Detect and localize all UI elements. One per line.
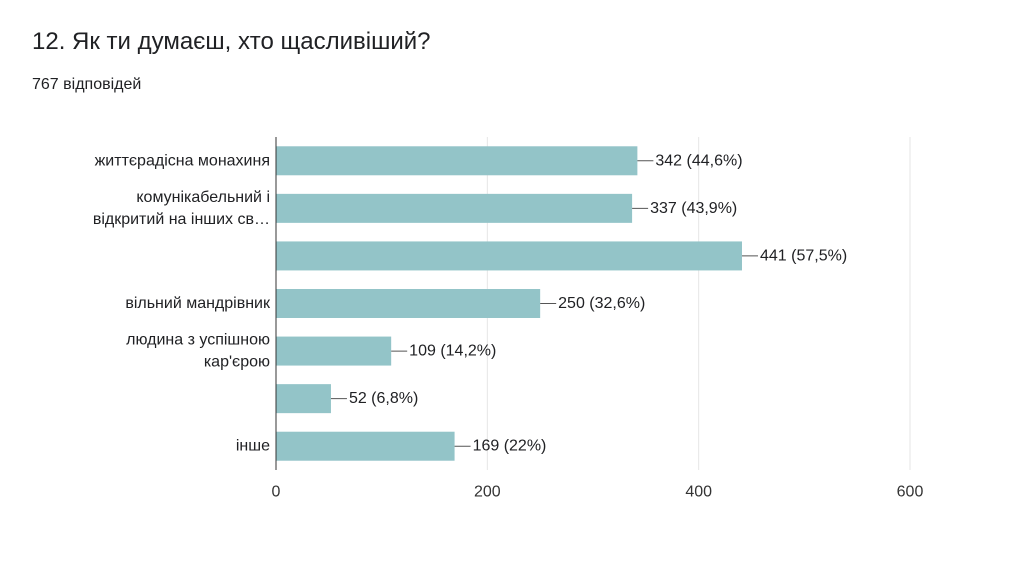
- x-tick-label: 0: [272, 484, 281, 501]
- bar: [276, 384, 331, 414]
- data-label: 52 (6,8%): [349, 390, 418, 407]
- response-count: 767 відповідей: [32, 76, 142, 93]
- data-label: 441 (57,5%): [760, 247, 847, 264]
- bar: [276, 289, 541, 318]
- x-tick-label: 600: [897, 484, 924, 501]
- bar: [276, 146, 638, 176]
- question-title: 12. Як ти думаєш, хто щасливіший?: [32, 28, 431, 55]
- category-label: вільний мандрівник: [125, 295, 271, 312]
- bar: [276, 193, 633, 223]
- x-tick-label: 200: [474, 484, 501, 501]
- category-label: кар'єрою: [204, 354, 270, 371]
- data-label: 250 (32,6%): [558, 295, 645, 312]
- data-label: 342 (44,6%): [655, 152, 742, 169]
- x-tick-label: 400: [685, 484, 712, 501]
- category-label: інше: [236, 438, 270, 455]
- category-label: життєрадісна монахиня: [95, 152, 270, 169]
- bar: [276, 336, 392, 366]
- data-label: 109 (14,2%): [409, 343, 496, 360]
- data-label: 337 (43,9%): [650, 200, 737, 217]
- bar: [276, 431, 455, 461]
- data-label: 169 (22%): [473, 438, 547, 455]
- category-label: комунікабельний і: [136, 189, 270, 206]
- category-label: відкритий на інших св…: [93, 211, 270, 228]
- category-label: людина з успішною: [126, 332, 270, 349]
- bar: [276, 241, 742, 271]
